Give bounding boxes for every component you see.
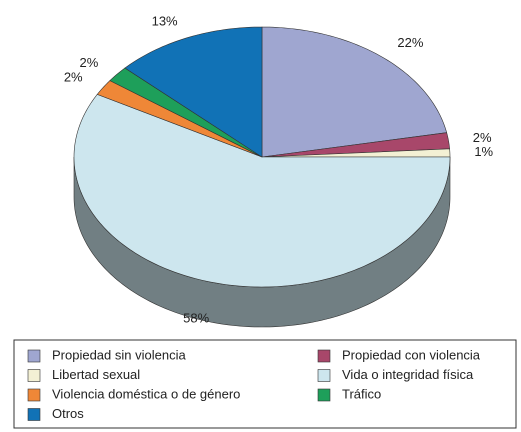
legend-swatch — [27, 408, 41, 421]
data-label: 22% — [397, 35, 423, 50]
pie-slice — [109, 67, 263, 158]
legend-swatch — [317, 388, 331, 402]
pie-slice — [261, 26, 448, 158]
pie-slice — [73, 94, 451, 288]
data-label: 2% — [473, 130, 492, 145]
legend-label: Vida o integridad física — [342, 367, 474, 382]
legend-swatch — [317, 369, 331, 382]
legend-label: Violencia doméstica o de género — [52, 386, 240, 401]
data-label: 2% — [80, 55, 99, 70]
legend-label: Propiedad con violencia — [342, 347, 481, 362]
data-label: 1% — [474, 144, 493, 159]
pie-slice — [96, 80, 263, 158]
legend-swatch — [27, 388, 41, 402]
legend-label: Otros — [52, 406, 84, 421]
legend-swatch — [27, 349, 41, 363]
legend-label: Libertad sexual — [52, 367, 140, 382]
legend-swatch — [317, 349, 331, 363]
legend-label: Propiedad sin violencia — [52, 347, 186, 362]
data-label: 13% — [152, 14, 178, 29]
data-label: 2% — [64, 70, 83, 85]
legend-box — [13, 339, 517, 429]
legend-swatch — [27, 369, 41, 382]
legend-label: Tráfico — [342, 386, 381, 401]
data-label: 58% — [183, 311, 209, 326]
pie-slice — [124, 26, 263, 158]
pie-slice — [261, 132, 450, 158]
